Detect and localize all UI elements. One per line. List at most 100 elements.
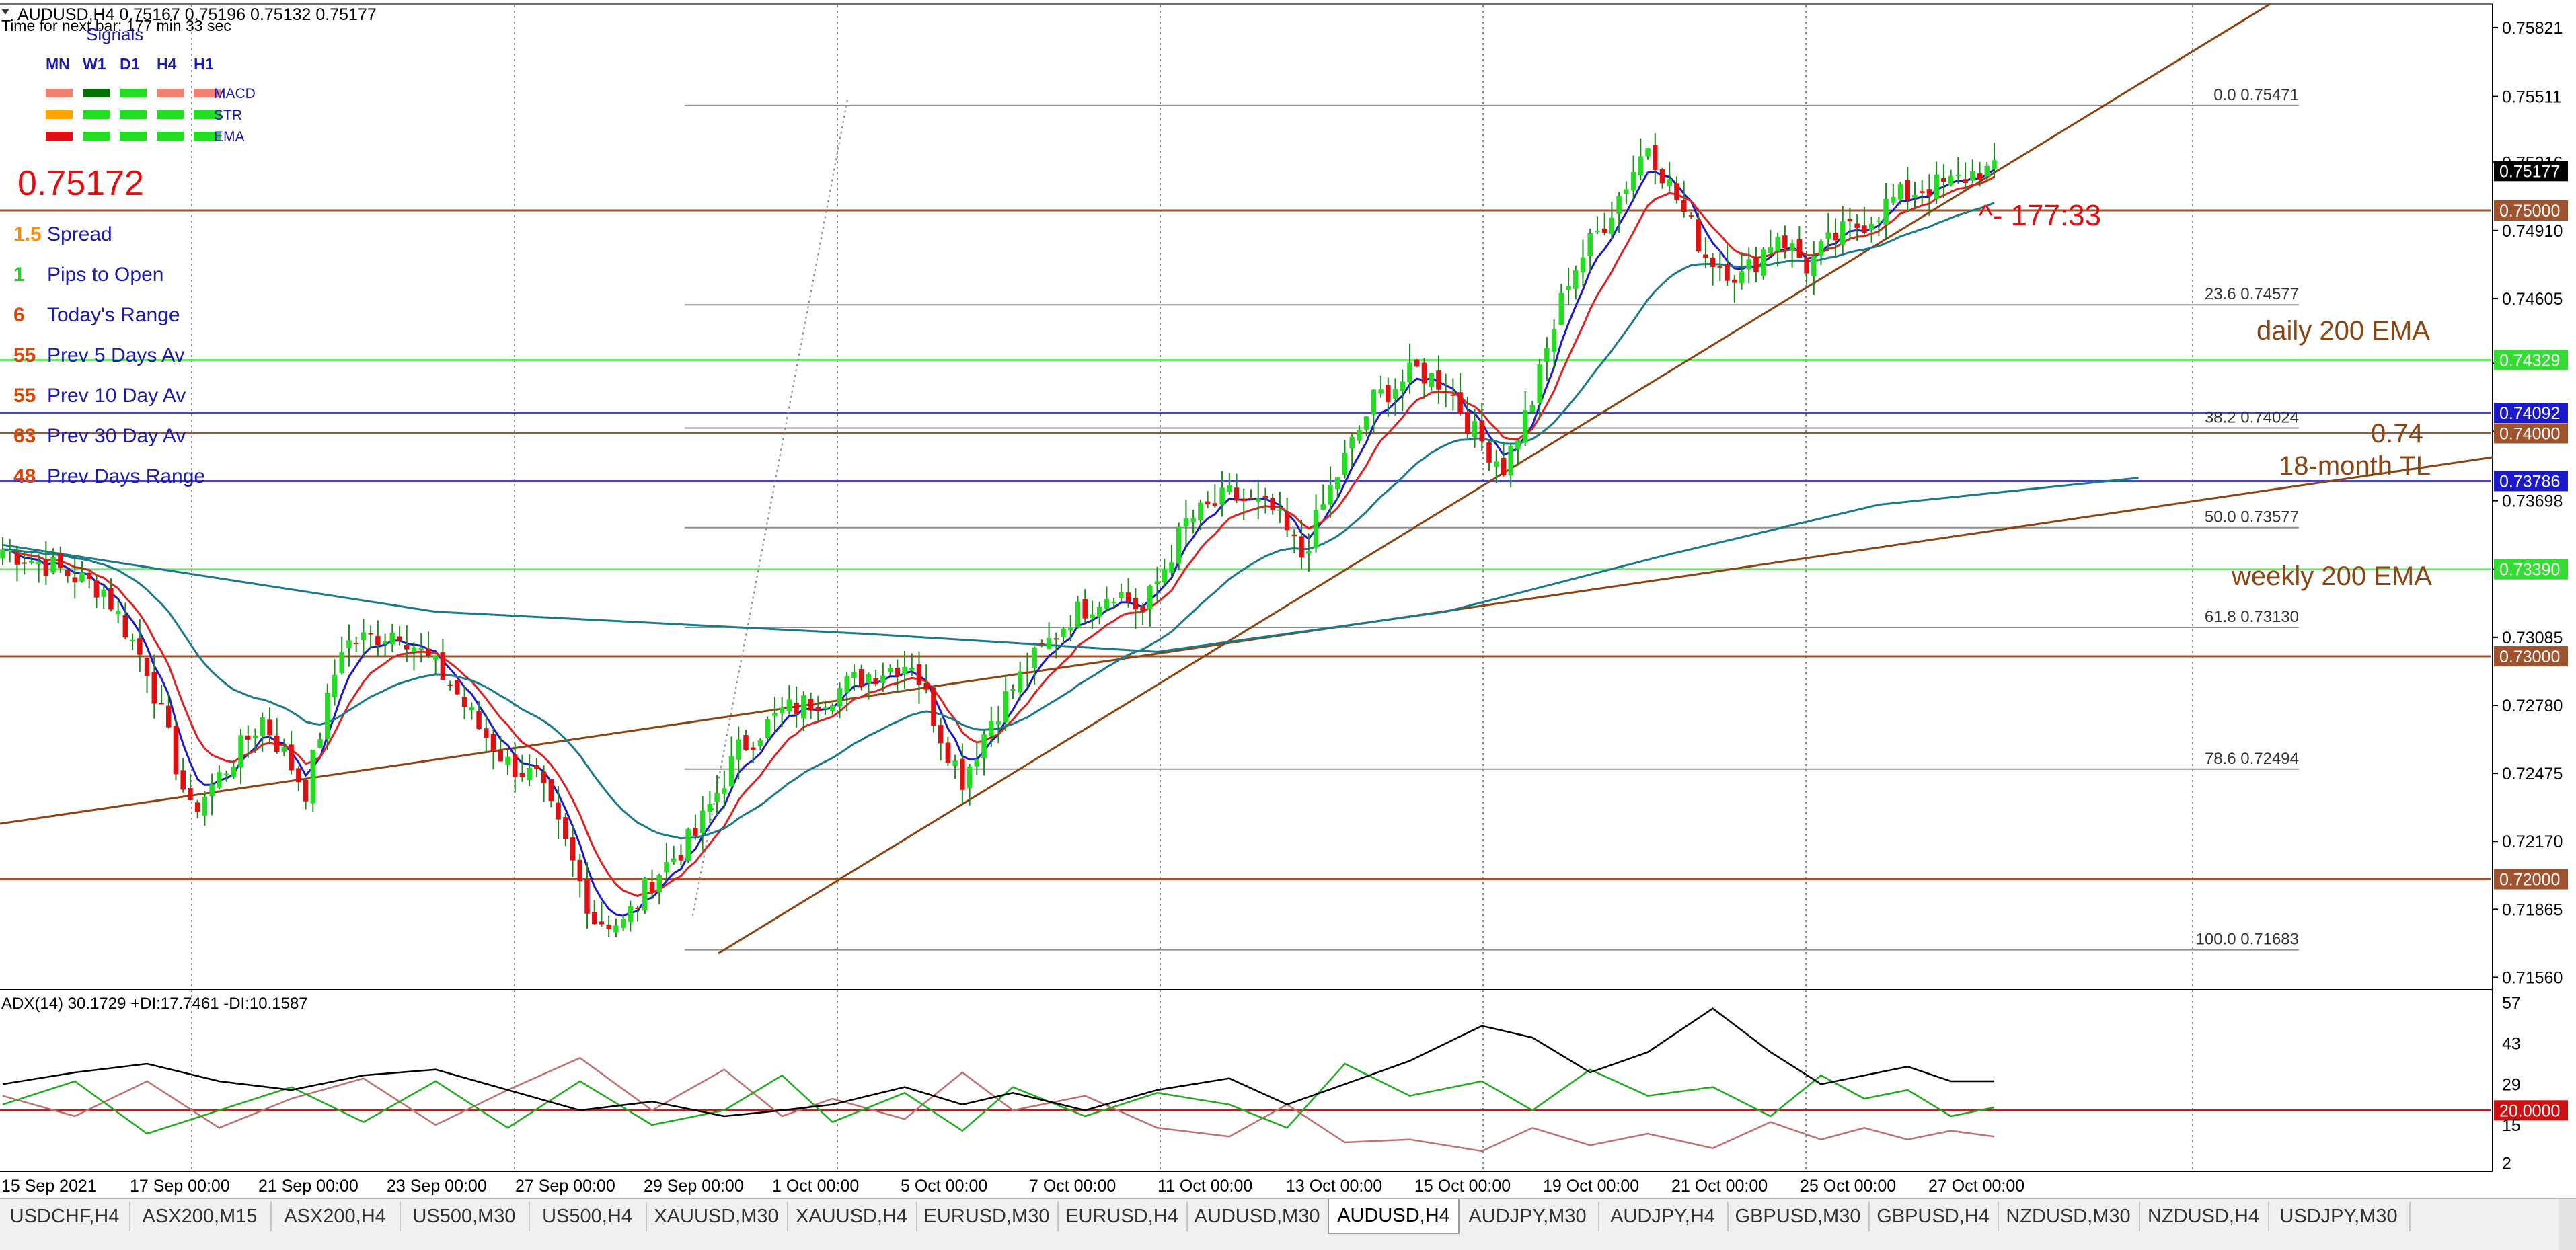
- candle-body: [1544, 348, 1550, 362]
- price-tick-label-14: 0.71560: [2502, 968, 2563, 987]
- tab-usdchf-h4[interactable]: USDCHF,H4: [0, 1202, 130, 1231]
- candle-body: [1342, 453, 1348, 475]
- candle-body: [1624, 189, 1629, 194]
- candle-body: [36, 561, 42, 565]
- candle-body: [1003, 691, 1008, 723]
- candle-body: [238, 735, 243, 768]
- price-tag-bg: [2494, 559, 2568, 580]
- signal-cell: [194, 132, 221, 141]
- candle-body: [1653, 145, 1658, 171]
- tab-nzdusd-m30[interactable]: NZDUSD,M30: [1998, 1202, 2140, 1231]
- candle-body: [1104, 599, 1110, 609]
- signal-cell: [46, 110, 73, 119]
- trendline-uptrend[interactable]: [718, 3, 2271, 955]
- trendline-18-month[interactable]: [0, 456, 2493, 825]
- adx-label: ADX(14) 30.1729 +DI:17.7461 -DI:10.1587: [1, 994, 308, 1013]
- candle-body: [151, 671, 157, 704]
- fibo-label-100.0: 100.0 0.71683: [2196, 931, 2299, 949]
- candle-body: [750, 747, 756, 750]
- time-label-4: 27 Sep 00:00: [515, 1177, 615, 1196]
- tab-xauusd-h4[interactable]: XAUUSD,H4: [787, 1202, 917, 1231]
- stat-label-6: Prev Days Range: [47, 465, 205, 487]
- candlesticks: [0, 133, 1997, 938]
- tab-audusd-h4[interactable]: AUDUSD,H4: [1328, 1199, 1460, 1234]
- candle-body: [722, 788, 727, 794]
- candle-body: [858, 668, 864, 688]
- fibonacci-retracement[interactable]: 0.0 0.75471 23.6 0.74577 38.2 0.74024 50.0 …: [685, 86, 2299, 951]
- candle-body: [1061, 628, 1066, 637]
- candle-body: [346, 640, 352, 648]
- candle-body: [960, 758, 965, 790]
- candle-body: [743, 735, 749, 750]
- candle-body: [1825, 232, 1831, 239]
- tab-eurusd-h4[interactable]: EURUSD,H4: [1057, 1202, 1188, 1231]
- candle-body: [29, 561, 34, 563]
- tab-audusd-m30[interactable]: AUDUSD,M30: [1186, 1202, 1329, 1231]
- time-axis[interactable]: 15 Sep 2021 17 Sep 00:00 21 Sep 00:00 23 Se…: [1, 1177, 2024, 1196]
- candle-body: [1320, 504, 1326, 510]
- triangle-down-icon[interactable]: [1, 9, 9, 15]
- candle-body: [635, 907, 640, 909]
- candle-body: [231, 767, 237, 777]
- tab-asx200-h4[interactable]: ASX200,H4: [270, 1202, 401, 1231]
- candle-body: [1905, 180, 1911, 200]
- tab-gbpusd-h4[interactable]: GBPUSD,H4: [1868, 1202, 1999, 1231]
- signal-cell: [194, 89, 221, 97]
- candle-body: [794, 703, 799, 714]
- candle-body: [1277, 509, 1283, 511]
- symbol-info: AUDUSD,H4 0.75167 0.75196 0.75132 0.7517…: [17, 5, 377, 24]
- horizontal-levels: [0, 209, 2491, 881]
- candle-body: [606, 924, 611, 929]
- tab-audjpy-m30[interactable]: AUDJPY,M30: [1457, 1202, 1599, 1231]
- price-tag-bg: [2494, 403, 2568, 424]
- tab-us500-h4[interactable]: US500,H4: [529, 1202, 647, 1231]
- tab-asx200-m15[interactable]: ASX200,M15: [129, 1202, 272, 1231]
- candle-body: [1169, 562, 1174, 573]
- candle-body: [1349, 436, 1355, 449]
- adx-plus-di-line: [2, 1062, 1995, 1135]
- candle-body: [159, 703, 164, 705]
- tab-eurusd-m30[interactable]: EURUSD,M30: [916, 1202, 1059, 1231]
- candle-body: [837, 688, 843, 707]
- candle-body: [1429, 373, 1434, 387]
- stat-value-5: 63: [13, 425, 36, 447]
- trading-chart[interactable]: 0.0 0.75471 23.6 0.74577 38.2 0.74024 50.0 …: [0, 0, 2576, 1198]
- candle-body: [1270, 498, 1275, 510]
- candle-body: [1414, 359, 1420, 367]
- price-tag-7: 0.73000: [2499, 648, 2560, 666]
- candle-body: [1378, 389, 1384, 394]
- candle-body: [967, 766, 973, 789]
- candle-body: [923, 682, 929, 690]
- trendlines[interactable]: [0, 3, 2493, 955]
- candle-body: [1407, 362, 1412, 383]
- candle-body: [440, 652, 446, 680]
- candle-body: [86, 572, 92, 579]
- time-label-8: 7 Oct 00:00: [1029, 1177, 1116, 1196]
- tab-nzdusd-h4[interactable]: NZDUSD,H4: [2139, 1202, 2269, 1231]
- fibo-baseline: [692, 99, 848, 916]
- tab-audjpy-h4[interactable]: AUDJPY,H4: [1598, 1202, 1729, 1231]
- candle-body: [1739, 271, 1745, 284]
- candle-body: [1522, 410, 1528, 443]
- adx-level-tag-bg: [2494, 1100, 2568, 1121]
- candle-body: [1075, 601, 1081, 628]
- tab-us500-m30[interactable]: US500,M30: [400, 1202, 530, 1231]
- candle-body: [1241, 498, 1247, 502]
- candle-body: [1501, 457, 1507, 475]
- tab-usdjpy-m30[interactable]: USDJPY,M30: [2268, 1202, 2411, 1231]
- tab-xauusd-m30[interactable]: XAUUSD,M30: [646, 1202, 788, 1231]
- candle-body: [1400, 381, 1406, 391]
- candle-body: [260, 717, 265, 736]
- candle-body: [1024, 671, 1030, 673]
- candle-body: [786, 699, 792, 711]
- time-label-11: 15 Oct 00:00: [1414, 1177, 1511, 1196]
- candle-body: [952, 760, 958, 766]
- candle-body: [1963, 179, 1968, 184]
- tab-gbpusd-m30[interactable]: GBPUSD,M30: [1727, 1202, 1870, 1231]
- candle-body: [801, 695, 806, 719]
- tab-scroll-button[interactable]: [2559, 1199, 2576, 1250]
- candle-body: [426, 648, 431, 656]
- candle-body: [685, 828, 691, 861]
- price-tag-bg: [2494, 646, 2568, 667]
